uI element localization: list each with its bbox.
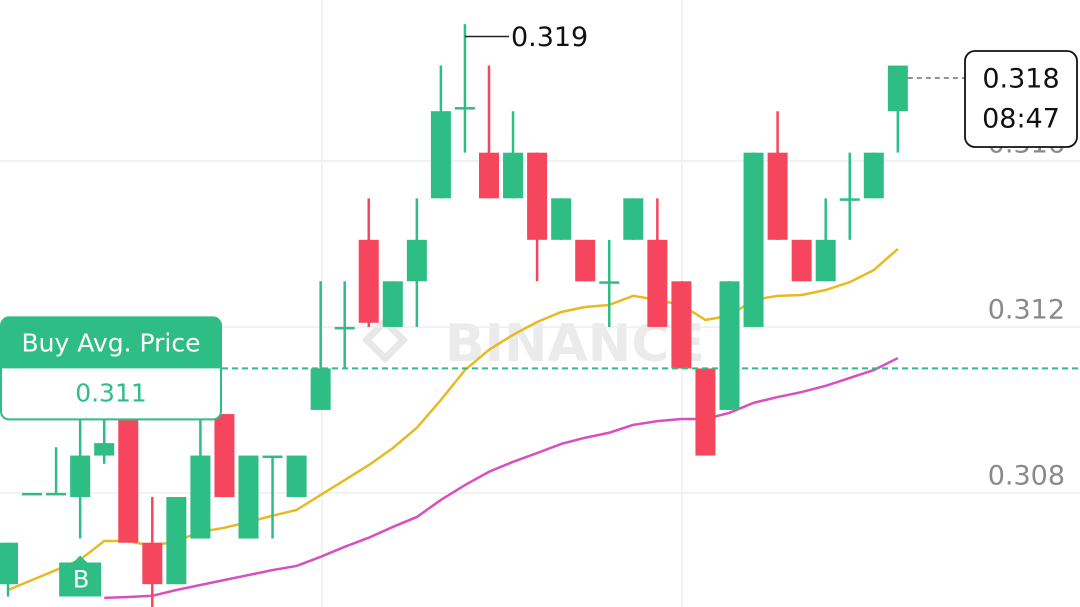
candle xyxy=(94,418,115,464)
candle xyxy=(430,65,451,199)
ma-line xyxy=(104,356,899,600)
watermark-logo xyxy=(361,316,409,364)
candle xyxy=(623,198,644,240)
candle xyxy=(599,239,620,327)
candle-body xyxy=(887,65,908,112)
candle-body xyxy=(599,281,620,284)
high-marker-label: 0.319 xyxy=(511,22,588,53)
buy-marker-label: B xyxy=(73,566,89,594)
candle xyxy=(166,497,187,585)
candle-body xyxy=(166,497,187,585)
candle-body xyxy=(286,455,307,498)
candle xyxy=(695,368,716,456)
candle-body xyxy=(791,239,812,282)
y-tick-label: 0.312 xyxy=(988,294,1065,325)
candle xyxy=(238,455,259,539)
candle-body xyxy=(479,152,499,199)
candle xyxy=(527,152,548,282)
buy-avg-value: 0.311 xyxy=(75,378,147,407)
candle-body xyxy=(118,418,139,543)
candle-body xyxy=(647,239,668,327)
candle-body xyxy=(382,281,403,327)
candle xyxy=(334,281,355,369)
buy-avg-header xyxy=(1,317,221,369)
candle-body xyxy=(695,368,716,456)
candle xyxy=(46,447,67,496)
candle xyxy=(815,198,836,282)
y-tick-label: 0.308 xyxy=(988,460,1065,491)
last-price-label: 0.318 xyxy=(982,64,1059,95)
candle-body xyxy=(454,107,475,110)
candle-body xyxy=(527,152,548,240)
candle-body xyxy=(358,239,379,323)
candle xyxy=(142,497,163,607)
candle-body xyxy=(238,455,259,539)
candle xyxy=(118,409,139,543)
candle-body xyxy=(334,326,355,330)
candle xyxy=(358,198,379,327)
candle xyxy=(454,24,475,153)
candle xyxy=(743,152,764,327)
candle-body xyxy=(70,455,91,498)
candle-body xyxy=(671,281,692,369)
candle-body xyxy=(839,198,860,201)
candle-body xyxy=(0,542,18,585)
candle xyxy=(887,65,908,153)
candle xyxy=(575,239,596,282)
candle xyxy=(767,111,788,240)
candle xyxy=(310,281,331,410)
buy-marker xyxy=(59,555,102,597)
candle-body xyxy=(719,281,740,410)
buy-avg-label: Buy Avg. Price xyxy=(22,328,201,357)
candle xyxy=(551,198,572,240)
candle xyxy=(839,152,860,240)
candle-body xyxy=(551,198,572,240)
candle xyxy=(647,198,668,327)
candle-body xyxy=(214,414,235,498)
candle xyxy=(262,455,283,539)
candle-body xyxy=(22,492,43,496)
candle xyxy=(406,198,427,327)
candle-body xyxy=(815,239,836,282)
candle-body xyxy=(190,455,211,539)
candle xyxy=(214,414,235,498)
candle xyxy=(286,455,307,498)
candle xyxy=(479,65,499,199)
candle xyxy=(863,152,884,199)
candle-body xyxy=(94,443,115,456)
candle xyxy=(22,492,43,496)
candle-body xyxy=(142,542,163,585)
candle xyxy=(70,418,91,539)
candle-body xyxy=(406,239,427,282)
last-price-box xyxy=(964,50,1078,148)
candle-body xyxy=(503,152,524,199)
candle-body xyxy=(743,152,764,327)
candle xyxy=(190,418,211,539)
candle-body xyxy=(430,111,451,199)
candle-body xyxy=(310,368,331,410)
candle-body xyxy=(863,152,884,199)
candle-body xyxy=(575,239,596,282)
candle xyxy=(719,281,740,410)
candle-body xyxy=(623,198,644,240)
candle-body xyxy=(46,492,67,496)
candle xyxy=(0,542,18,597)
candle-body xyxy=(262,455,283,459)
candle xyxy=(671,281,692,369)
candle-body xyxy=(767,152,788,240)
candle xyxy=(791,239,812,282)
candle xyxy=(503,111,524,199)
candle xyxy=(382,281,403,327)
countdown-label: 08:47 xyxy=(982,104,1060,135)
